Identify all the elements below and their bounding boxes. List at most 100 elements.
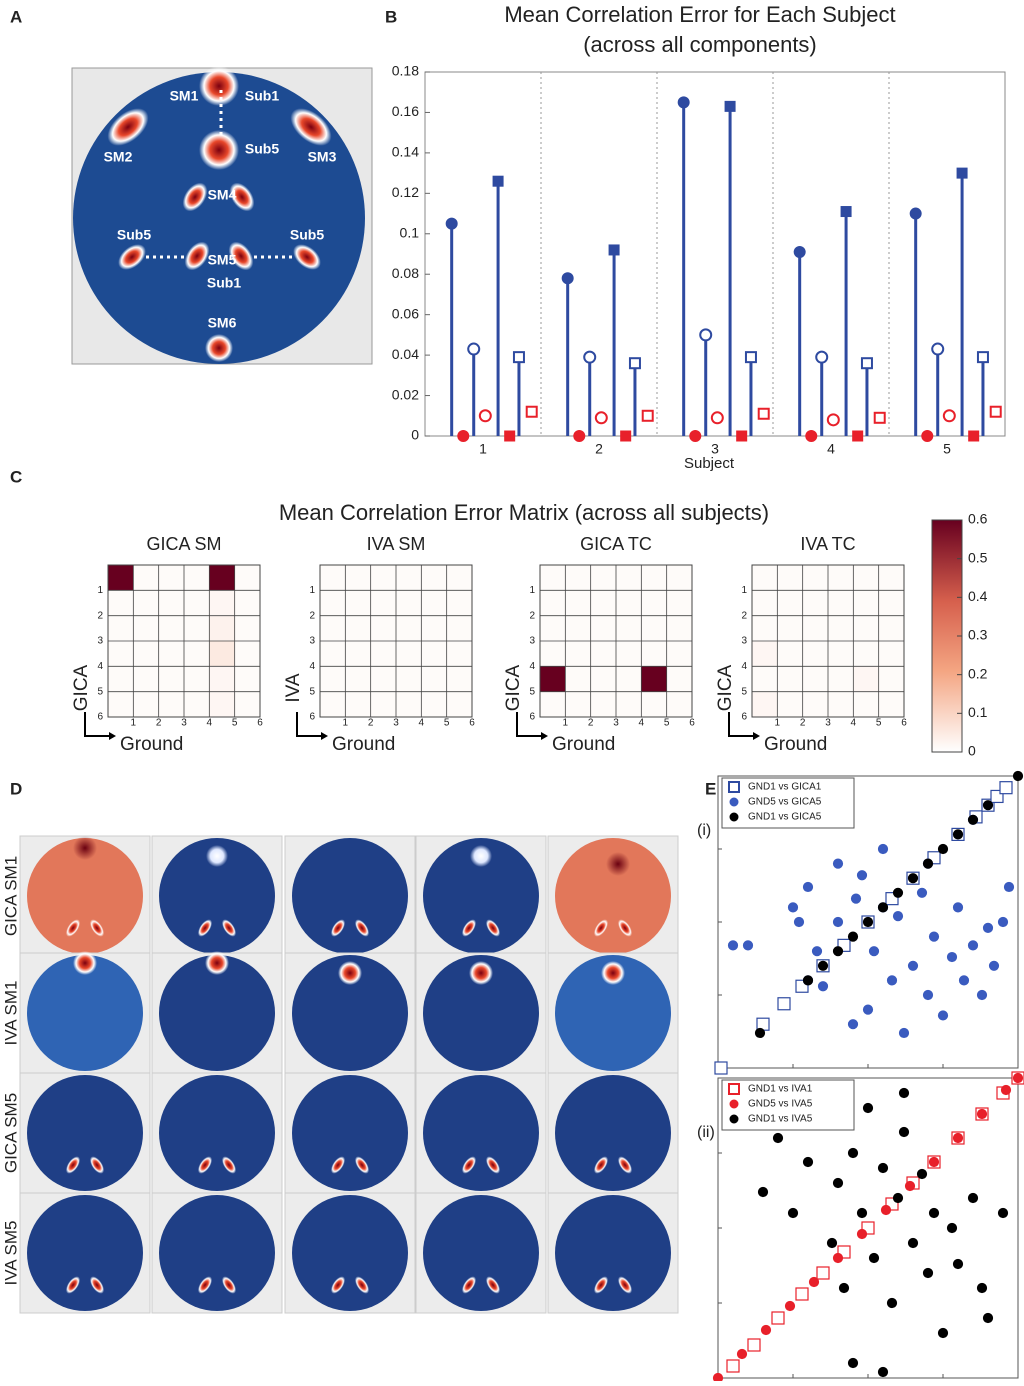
- marker: [877, 1162, 889, 1174]
- x-tick-label: 4: [419, 718, 425, 729]
- cell: [446, 641, 473, 667]
- marker: [771, 1311, 785, 1325]
- x-tick-label: 3: [825, 718, 831, 729]
- y-tick-label: 0.06: [392, 305, 419, 321]
- blob: [199, 130, 239, 170]
- marker: [772, 1132, 784, 1144]
- marker: [967, 1192, 979, 1204]
- marker: [805, 430, 818, 442]
- y-tick-label: 6: [741, 712, 747, 723]
- marker: [784, 1300, 796, 1312]
- y-tick-label: 0.1: [400, 224, 420, 240]
- marker: [736, 1348, 748, 1360]
- cell: [853, 590, 880, 617]
- marker: [847, 1147, 859, 1159]
- cell: [370, 691, 397, 718]
- marker: [802, 1156, 814, 1168]
- marker: [856, 870, 868, 881]
- blob: [182, 182, 208, 212]
- image-disc: [159, 1195, 275, 1311]
- y-axis-label: GICA: [503, 664, 524, 711]
- x-tick-label: 5: [664, 718, 670, 729]
- panel-label: B: [385, 7, 397, 26]
- marker: [952, 1258, 964, 1270]
- marker: [744, 351, 757, 364]
- marker: [873, 411, 886, 424]
- y-tick-label: 1: [97, 585, 103, 596]
- y-tick-label: 2: [529, 610, 535, 621]
- cell: [184, 641, 210, 667]
- cell: [345, 691, 372, 718]
- x-tick-label: 4: [639, 718, 645, 729]
- spot: [221, 1156, 237, 1174]
- marker: [856, 1207, 868, 1219]
- x-tick-label: 6: [469, 718, 475, 729]
- marker: [988, 960, 1000, 971]
- colorbar-tick-label: 0.6: [968, 511, 988, 527]
- marker: [916, 1168, 928, 1180]
- row-label: GICA SM1: [1, 856, 20, 936]
- cell: [370, 565, 397, 591]
- cell: [446, 615, 473, 642]
- marker: [826, 413, 840, 427]
- blob: [199, 66, 239, 106]
- marker: [937, 1010, 949, 1021]
- axis-arrow: [84, 712, 114, 737]
- y-tick-label: 4: [309, 661, 315, 672]
- marker: [847, 1019, 859, 1030]
- marker: [445, 217, 458, 230]
- cell: [234, 565, 261, 591]
- y-tick-label: 5: [97, 686, 103, 697]
- marker: [982, 1312, 994, 1324]
- cell: [666, 590, 693, 617]
- spot: [354, 919, 370, 937]
- spot: [461, 919, 477, 937]
- spot: [593, 919, 609, 937]
- cell: [446, 565, 473, 591]
- legend-marker: [729, 1114, 739, 1124]
- cell: [396, 666, 422, 693]
- spot: [65, 1276, 81, 1294]
- cell: [565, 666, 592, 693]
- marker: [840, 206, 852, 218]
- y-tick-label: 1: [741, 585, 747, 596]
- x-tick-label: 1: [479, 441, 487, 457]
- cell: [209, 615, 236, 642]
- marker: [816, 1266, 830, 1280]
- cell: [752, 691, 778, 718]
- marker: [999, 781, 1013, 795]
- image-disc: [159, 955, 275, 1071]
- y-axis-label: IVA: [283, 673, 304, 703]
- colorbar-tick-label: 0.2: [968, 665, 988, 681]
- marker: [808, 1276, 820, 1288]
- cell: [209, 565, 236, 591]
- cell: [108, 666, 134, 693]
- cell: [209, 666, 236, 693]
- legend-marker: [729, 812, 739, 822]
- cell: [666, 615, 693, 642]
- arrow-head: [753, 732, 760, 740]
- marker: [802, 881, 814, 893]
- cell: [396, 641, 422, 667]
- cell: [777, 641, 804, 667]
- y-tick-label: 4: [529, 661, 535, 672]
- cell: [345, 666, 372, 693]
- cell: [446, 666, 473, 693]
- panel-label: C: [10, 467, 22, 486]
- cell: [234, 615, 261, 642]
- y-tick-label: 2: [741, 610, 747, 621]
- row-label: GICA SM5: [1, 1093, 20, 1173]
- image-disc: [423, 955, 539, 1071]
- cell: [666, 641, 693, 667]
- spot: [65, 919, 81, 937]
- marker: [525, 405, 538, 418]
- image-disc: [159, 838, 275, 954]
- cell: [184, 666, 210, 693]
- cell: [184, 590, 210, 617]
- x-tick-label: 4: [851, 718, 857, 729]
- marker: [793, 916, 805, 928]
- cell: [590, 641, 617, 667]
- cell: [802, 565, 829, 591]
- marker: [928, 931, 940, 942]
- panel-label: E: [705, 779, 716, 798]
